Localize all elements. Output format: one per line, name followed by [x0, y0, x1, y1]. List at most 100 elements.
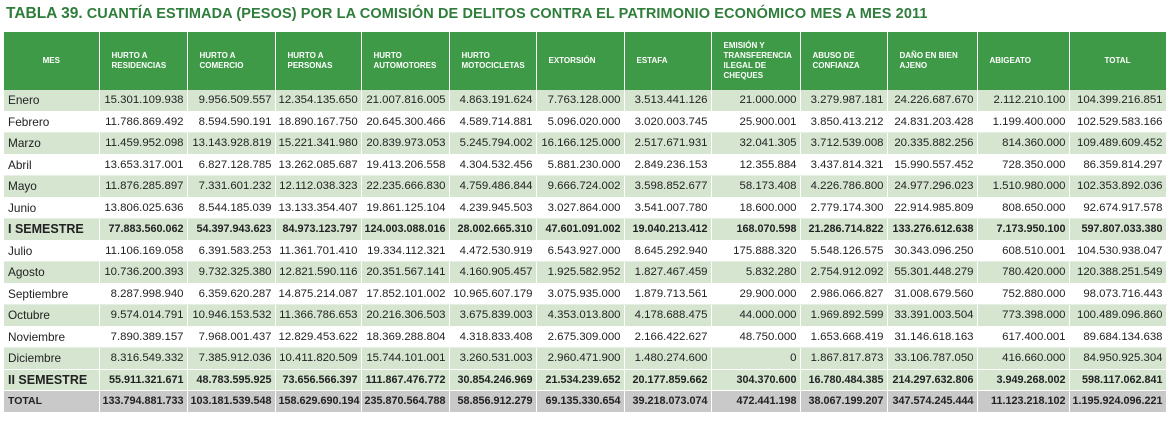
header-row: MES HURTO A RESIDENCIAS HURTO A COMERCIO HU…	[4, 32, 1167, 90]
table-cell: 19.413.206.558	[361, 154, 450, 176]
row-label: Mayo	[4, 175, 100, 198]
table-cell: 17.852.101.002	[361, 283, 450, 305]
table-cell: 9.732.325.380	[187, 261, 276, 284]
table-cell: 20.335.882.256	[887, 132, 978, 155]
table-cell: 12.112.038.323	[275, 175, 362, 198]
table-cell: 4.318.833.408	[449, 326, 537, 348]
table-cell: 10.965.607.179	[449, 283, 537, 305]
table-cell: 8.594.590.191	[187, 111, 276, 133]
column-header: HURTO MOTOCICLETAS	[449, 32, 537, 90]
table-cell: 102.529.583.166	[1069, 111, 1167, 133]
table-cell: 773.398.000	[977, 304, 1070, 327]
crime-cost-table: MES HURTO A RESIDENCIAS HURTO A COMERCIO HU…	[4, 32, 1167, 413]
table-cell: 1.827.467.459	[624, 261, 712, 284]
table-cell: 3.712.539.008	[800, 132, 888, 155]
table-cell: 6.543.927.000	[536, 240, 625, 262]
column-header: TOTAL	[1069, 32, 1167, 90]
table-cell: 22.914.985.809	[887, 197, 978, 219]
table-cell: 32.041.305	[711, 132, 801, 155]
row-label: Enero	[4, 90, 100, 112]
table-cell: 120.388.251.549	[1069, 261, 1167, 284]
table-cell: 20.351.567.141	[361, 261, 450, 284]
table-cell: 4.178.688.475	[624, 304, 712, 327]
table-cell: 10.946.153.532	[187, 304, 276, 327]
table-cell: 24.226.687.670	[887, 90, 978, 112]
table-cell: 8.544.185.039	[187, 197, 276, 219]
table-cell: 2.112.210.100	[977, 90, 1070, 112]
table-cell: 100.489.096.860	[1069, 304, 1167, 327]
table-cell: 808.650.000	[977, 197, 1070, 219]
table-cell: 15.990.557.452	[887, 154, 978, 176]
table-cell: 7.385.912.036	[187, 347, 276, 370]
table-cell: 48.783.595.925	[187, 369, 276, 391]
table-cell: 3.598.852.677	[624, 175, 712, 198]
table-cell: 3.850.413.212	[800, 111, 888, 133]
table-cell: 4.353.013.800	[536, 304, 625, 327]
table-cell: 3.675.839.003	[449, 304, 537, 327]
table-cell: 15.744.101.001	[361, 347, 450, 370]
table-cell: 55.301.448.279	[887, 261, 978, 284]
table-cell: 4.304.532.456	[449, 154, 537, 176]
table-cell: 1.867.817.873	[800, 347, 888, 370]
table-body: Enero 15.301.109.938 9.956.509.557 12.354.1…	[4, 90, 1167, 413]
table-cell: 104.530.938.047	[1069, 240, 1167, 262]
table-cell: 31.146.618.163	[887, 326, 978, 348]
column-header: DAÑO EN BIEN AJENO	[887, 32, 978, 90]
table-cell: 77.883.560.062	[99, 218, 188, 241]
table-cell: 11.366.786.653	[275, 304, 362, 327]
table-cell: 3.020.003.745	[624, 111, 712, 133]
column-header: EXTORSIÓN	[536, 32, 625, 90]
table-cell: 3.513.441.126	[624, 90, 712, 112]
table-cell: 2.960.471.900	[536, 347, 625, 370]
table-cell: 111.867.476.772	[361, 369, 450, 391]
table-cell: 21.534.239.652	[536, 369, 625, 391]
table-cell: 24.977.296.023	[887, 175, 978, 198]
table-cell: 47.601.091.002	[536, 218, 625, 241]
table-cell: 5.548.126.575	[800, 240, 888, 262]
table-cell: 44.000.000	[711, 304, 801, 327]
row-label: Diciembre	[4, 347, 100, 370]
table-cell: 416.660.000	[977, 347, 1070, 370]
table-cell: 304.370.600	[711, 369, 801, 391]
table-row: Octubre 9.574.014.791 10.946.153.532 11.366…	[4, 304, 1167, 327]
table-cell: 1.510.980.000	[977, 175, 1070, 198]
table-cell: 3.027.864.000	[536, 197, 625, 219]
table-cell: 13.653.317.001	[99, 154, 188, 176]
table-cell: 5.245.794.002	[449, 132, 537, 155]
table-row: Agosto 10.736.200.393 9.732.325.380 12.821.…	[4, 261, 1167, 284]
table-cell: 1.195.924.096.221	[1069, 390, 1167, 413]
table-cell: 3.541.007.780	[624, 197, 712, 219]
total-row: TOTAL 133.794.881.733 103.181.539.548 158.6…	[4, 390, 1167, 413]
table-cell: 4.589.714.881	[449, 111, 537, 133]
column-header: ABIGEATO	[977, 32, 1070, 90]
table-cell: 33.391.003.504	[887, 304, 978, 327]
table-cell: 21.000.000	[711, 90, 801, 112]
table-cell: 168.070.598	[711, 218, 801, 241]
table-cell: 28.002.665.310	[449, 218, 537, 241]
table-cell: 58.856.912.279	[449, 390, 537, 413]
table-cell: 7.173.950.100	[977, 218, 1070, 241]
table-cell: 29.900.000	[711, 283, 801, 305]
table-cell: 20.177.859.662	[624, 369, 712, 391]
table-cell: 2.517.671.931	[624, 132, 712, 155]
table-cell: 11.361.701.410	[275, 240, 362, 262]
table-cell: 133.276.612.638	[887, 218, 978, 241]
table-cell: 133.794.881.733	[99, 390, 188, 413]
table-cell: 16.166.125.000	[536, 132, 625, 155]
table-cell: 2.849.236.153	[624, 154, 712, 176]
row-label: Octubre	[4, 304, 100, 327]
table-cell: 21.007.816.005	[361, 90, 450, 112]
table-cell: 12.355.884	[711, 154, 801, 176]
table-cell: 102.353.892.036	[1069, 175, 1167, 198]
table-cell: 20.216.306.503	[361, 304, 450, 327]
table-cell: 10.736.200.393	[99, 261, 188, 284]
table-cell: 15.221.341.980	[275, 132, 362, 155]
table-cell: 235.870.564.788	[361, 390, 450, 413]
table-cell: 109.489.609.452	[1069, 132, 1167, 155]
column-header: HURTO AUTOMOTORES	[361, 32, 450, 90]
table-cell: 2.166.422.627	[624, 326, 712, 348]
table-cell: 103.181.539.548	[187, 390, 276, 413]
table-cell: 3.075.935.000	[536, 283, 625, 305]
row-label: Junio	[4, 197, 100, 219]
table-cell: 4.160.905.457	[449, 261, 537, 284]
